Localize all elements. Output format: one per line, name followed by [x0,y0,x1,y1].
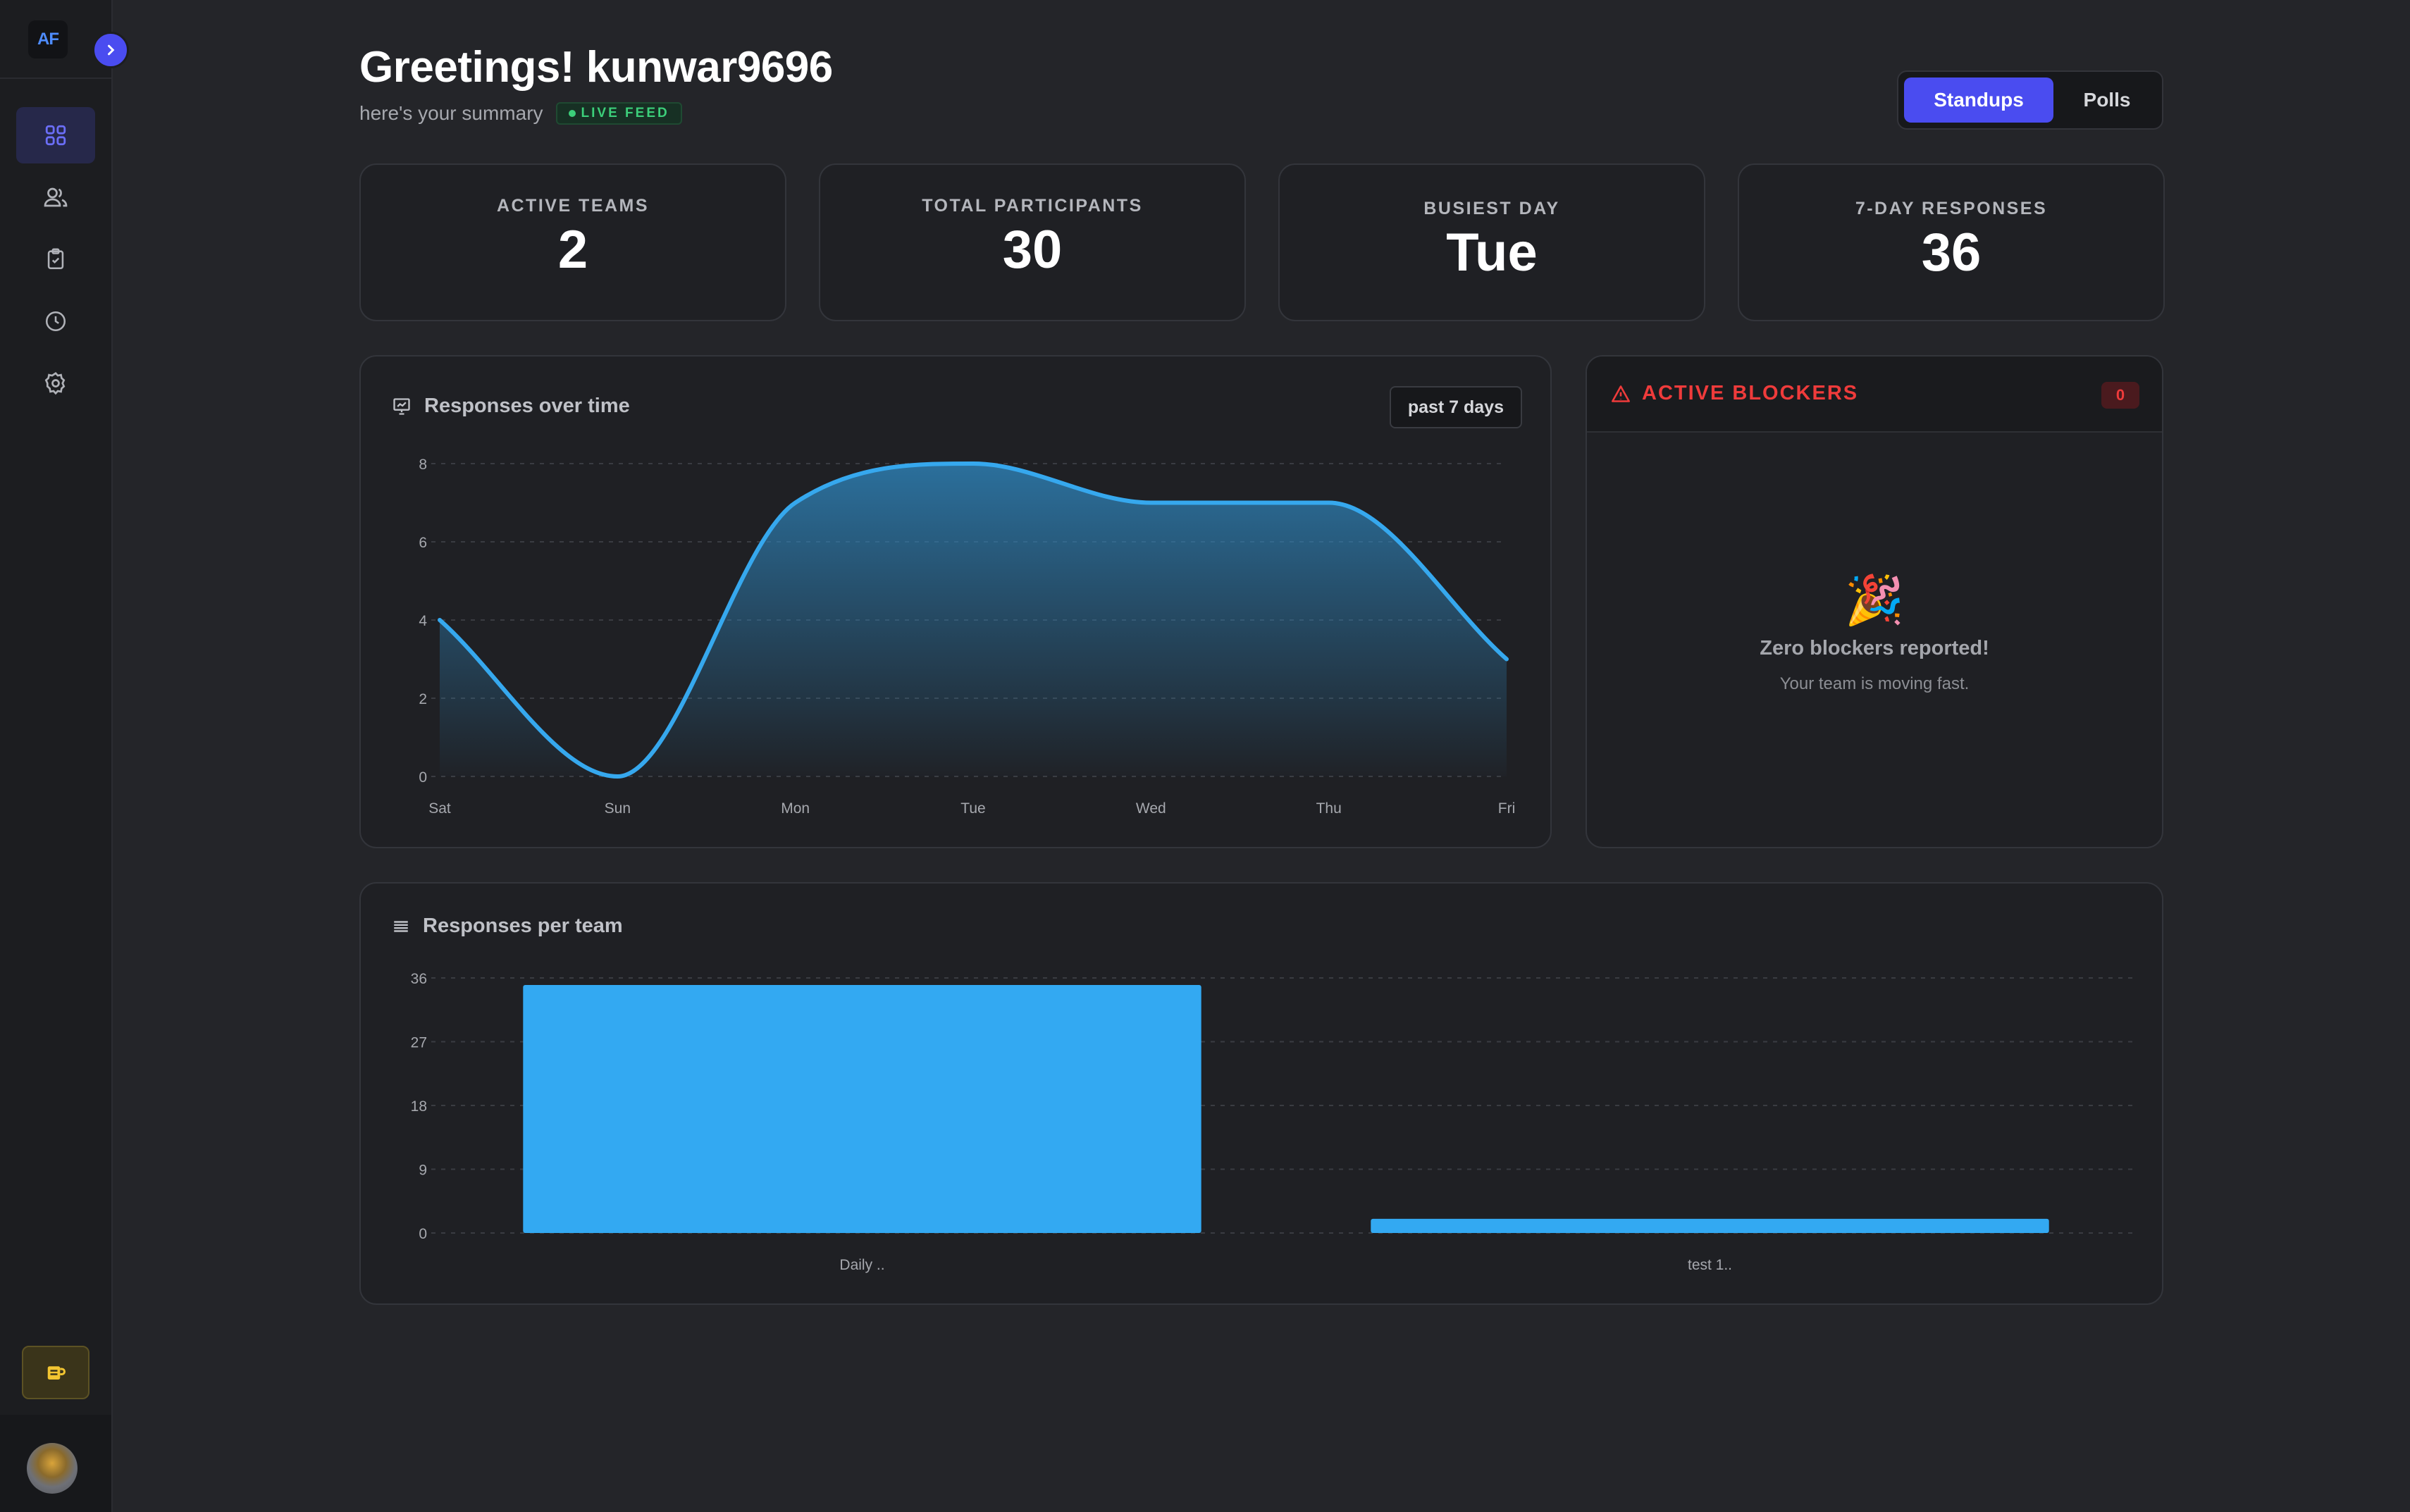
stat-label: ACTIVE TEAMS [496,196,650,216]
blockers-title: ACTIVE BLOCKERS [1642,382,1859,404]
y-tick-label: 36 [411,971,427,987]
stat-value: 30 [1002,220,1063,280]
stat-label: BUSIEST DAY [1423,199,1560,218]
sidebar-item-history[interactable] [16,293,95,349]
stat-card-busiest-day: BUSIEST DAY Tue [1278,163,1705,321]
panel-title: Responses over time [424,395,630,417]
clipboard-check-icon [47,248,64,270]
live-dot-icon [568,110,576,117]
y-tick-label: 9 [419,1163,427,1179]
x-tick-label: Daily .. [839,1257,884,1273]
warning-icon [1612,385,1630,402]
y-tick-label: 8 [419,457,427,473]
empty-state-title: Zero blockers reported! [1760,637,1989,659]
bar[interactable] [1371,1218,2049,1233]
y-tick-label: 18 [411,1098,427,1115]
stat-card-total-participants: TOTAL PARTICIPANTS 30 [819,163,1246,321]
x-tick-label: Fri [1498,800,1516,817]
polls-tab[interactable]: Polls [2083,89,2131,111]
stat-card-active-teams: ACTIVE TEAMS 2 [359,163,786,321]
clock-icon [45,311,66,332]
coffee-icon [47,1366,66,1380]
summary-row: here's your summary LIVE FEED [359,102,682,125]
stat-value: Tue [1446,223,1538,283]
y-tick-label: 27 [411,1035,427,1051]
panel-header: Responses per team [392,915,623,938]
user-profile [0,1415,111,1512]
support-button[interactable] [22,1346,89,1399]
x-tick-label: Sun [605,800,631,817]
blockers-count-badge: 0 [2101,382,2139,409]
stat-value: 2 [557,220,588,280]
sidebar-item-teams[interactable] [16,169,95,225]
live-feed-badge: LIVE FEED [555,102,682,125]
standups-tab[interactable]: Standups [1904,78,2053,123]
x-tick-label: Thu [1316,800,1342,817]
y-tick-label: 2 [419,691,427,707]
app-logo[interactable]: AF [28,20,68,58]
mode-toggle: Standups Polls [1897,70,2163,130]
empty-state-subtitle: Your team is moving fast. [1779,674,1970,693]
sidebar: AF [0,0,113,1512]
x-tick-label: test 1.. [1688,1257,1732,1273]
x-tick-label: Sat [428,800,451,817]
responses-line-chart: 0 2 4 6 8 Sat Sun Mon Tue Wed Thu Fri [419,457,1516,817]
page-title: Greetings! kunwar9696 [359,43,833,92]
list-icon [394,920,408,932]
presentation-chart-icon [393,397,410,415]
sidebar-item-standups[interactable] [16,231,95,287]
sidebar-item-dashboard[interactable] [16,107,95,163]
x-tick-label: Wed [1136,800,1166,817]
party-popper-icon: 🎉 [1844,574,1905,627]
blockers-title-row: ACTIVE BLOCKERS [1611,382,1858,405]
blockers-empty-state: 🎉 Zero blockers reported! Your team is m… [1587,576,2162,694]
chevron-right-icon [108,44,115,56]
bar[interactable] [523,985,1201,1233]
sidebar-expand-button[interactable] [92,32,129,68]
responses-per-team-panel: Responses per team 0 9 18 27 36 Daily .. test… [359,882,2163,1305]
live-feed-label: LIVE FEED [581,106,669,120]
panel-header: Responses over time [392,395,630,418]
y-tick-label: 0 [419,1226,427,1242]
y-tick-label: 4 [419,613,427,629]
sidebar-divider [0,78,111,79]
page-subtitle: here's your summary [359,102,543,124]
users-icon [44,187,68,207]
sidebar-item-settings[interactable] [16,355,95,411]
active-blockers-panel: ACTIVE BLOCKERS 0 🎉 Zero blockers report… [1586,355,2163,848]
responses-bar-chart: 0 9 18 27 36 Daily .. test 1.. [411,971,2134,1273]
grid-icon [45,125,66,146]
y-tick-label: 0 [419,769,427,786]
y-tick-label: 6 [419,535,427,551]
stat-label: TOTAL PARTICIPANTS [922,196,1143,216]
avatar[interactable] [27,1443,78,1494]
panel-title: Responses per team [423,915,623,937]
x-tick-label: Mon [781,800,810,817]
blockers-header: ACTIVE BLOCKERS 0 [1587,357,2162,433]
stat-value: 36 [1921,223,1982,283]
gear-icon [44,371,66,395]
responses-over-time-panel: Responses over time past 7 days 0 2 4 6 8 Sa… [359,355,1552,848]
x-tick-label: Tue [960,800,985,817]
date-range-badge[interactable]: past 7 days [1389,386,1522,428]
responses-area [440,464,1507,776]
responses-line [438,461,1509,779]
stat-label: 7-DAY RESPONSES [1855,199,2048,218]
stat-card-7-day-responses: 7-DAY RESPONSES 36 [1738,163,2165,321]
